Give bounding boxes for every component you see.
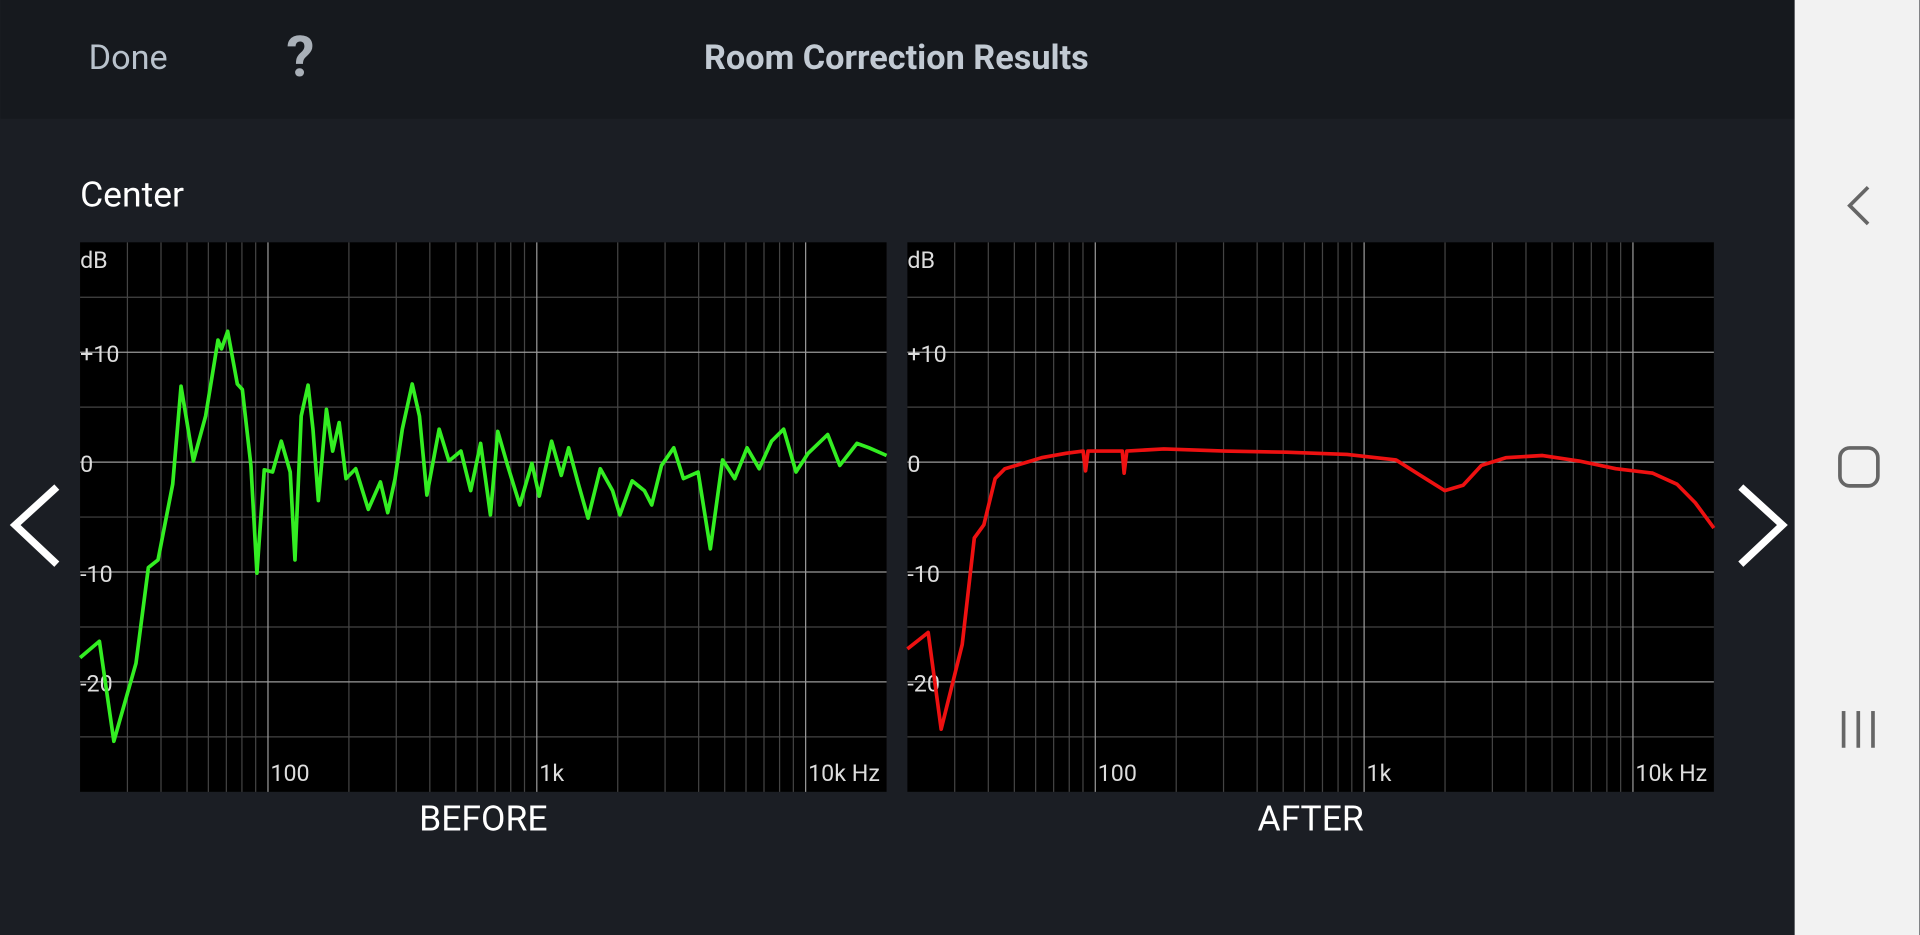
chart-title: BEFORE — [419, 798, 547, 840]
y-tick-label: -10 — [907, 560, 940, 588]
y-unit: dB — [80, 246, 108, 274]
y-tick-label: +10 — [80, 340, 119, 368]
y-unit: dB — [907, 246, 935, 274]
x-tick-label: 10k Hz — [808, 759, 880, 787]
nav-recents[interactable] — [1841, 711, 1875, 748]
response-line — [906, 447, 1716, 731]
page-title: Room Correction Results — [704, 38, 1089, 78]
y-tick-label: +10 — [907, 340, 946, 368]
next-arrow[interactable] — [1738, 484, 1788, 567]
prev-arrow[interactable] — [9, 484, 60, 567]
app-bar — [0, 0, 1795, 119]
y-tick-label: 0 — [907, 450, 920, 478]
nav-home[interactable] — [1838, 446, 1880, 488]
x-tick-label: 10k Hz — [1635, 759, 1707, 787]
nav-bar — [1794, 0, 1920, 935]
response-line — [78, 329, 888, 744]
y-tick-label: -10 — [80, 560, 113, 588]
x-tick-label: 100 — [1098, 759, 1137, 787]
x-tick-label: 1k — [539, 759, 564, 787]
x-tick-label: 1k — [1367, 759, 1392, 787]
y-tick-label: 0 — [80, 450, 93, 478]
help-button[interactable]: ? — [286, 24, 314, 90]
done-button[interactable]: Done — [89, 38, 168, 78]
section-label: Center — [80, 173, 184, 215]
chart-title: AFTER — [1257, 798, 1363, 840]
x-tick-label: 100 — [270, 759, 309, 787]
nav-back[interactable] — [1847, 185, 1870, 226]
